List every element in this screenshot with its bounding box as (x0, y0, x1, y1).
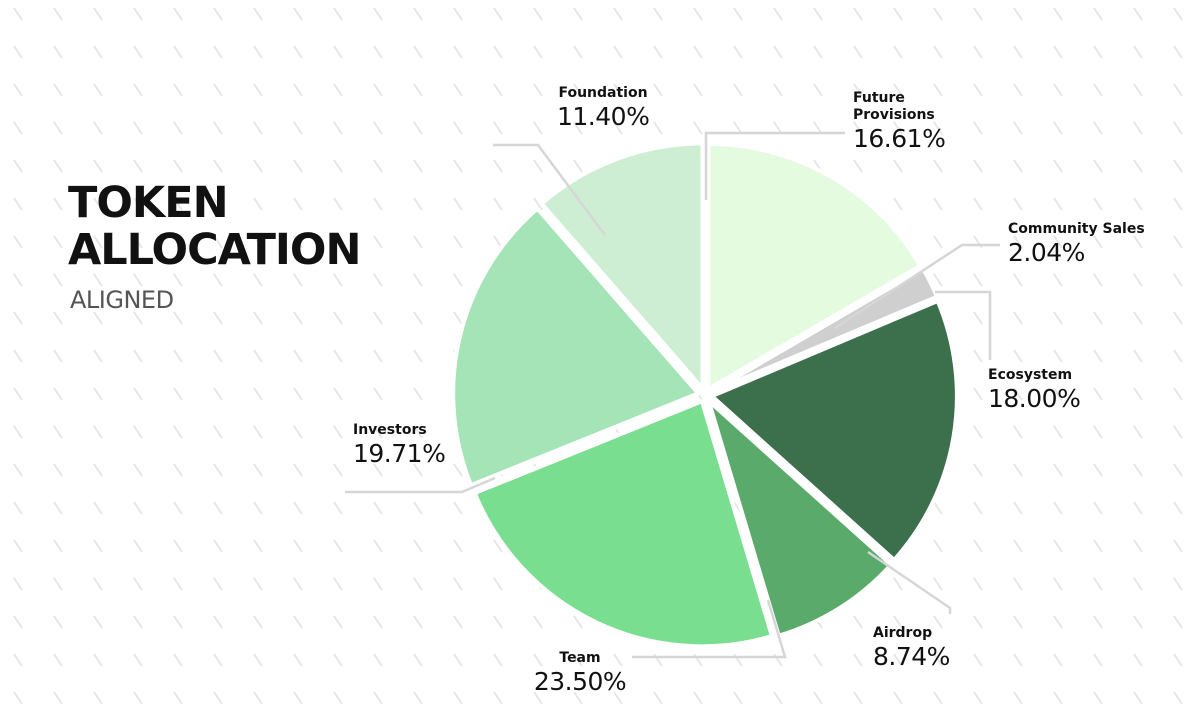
pie-slice (706, 141, 923, 393)
slice-name: Team (559, 650, 601, 666)
slice-label: Airdrop 8.74% (873, 625, 950, 672)
slice-label: Community Sales 2.04% (1008, 221, 1145, 268)
slice-label: Future Provisions 16.61% (853, 90, 963, 154)
slice-label: Foundation 11.40% (557, 85, 650, 132)
slice-value: 18.00% (988, 384, 1081, 413)
slice-name: Airdrop (873, 625, 933, 641)
slice-label: Investors 19.71% (353, 422, 446, 469)
slice-value: 8.74% (873, 642, 950, 671)
slice-value: 23.50% (533, 667, 627, 696)
pie-slice (472, 398, 775, 649)
leader-line (632, 599, 787, 659)
leader-line (867, 550, 952, 614)
slice-value: 11.40% (557, 102, 650, 131)
chart-title: TOKEN ALLOCATION (68, 178, 361, 275)
leader-line (935, 290, 992, 360)
pie-slice (704, 394, 894, 639)
chart-subtitle: ALIGNED (70, 286, 174, 314)
leader-line (704, 131, 845, 200)
slice-label: Team 23.50% (528, 650, 632, 697)
pie-slice (451, 205, 702, 488)
leader-line (834, 243, 1000, 330)
slice-value: 2.04% (1008, 238, 1085, 267)
slice-name: Ecosystem (988, 367, 1073, 383)
slice-label: Ecosystem 18.00% (988, 367, 1081, 414)
leader-line (345, 476, 496, 494)
slice-name: Foundation (558, 85, 648, 101)
slice-name: Investors (353, 422, 427, 438)
slice-name: Community Sales (1008, 221, 1145, 237)
slice-value: 16.61% (853, 124, 946, 153)
slice-value: 19.71% (353, 439, 446, 468)
slice-name: Future Provisions (853, 90, 935, 123)
pie-slice (708, 298, 959, 563)
leader-line (493, 143, 607, 236)
